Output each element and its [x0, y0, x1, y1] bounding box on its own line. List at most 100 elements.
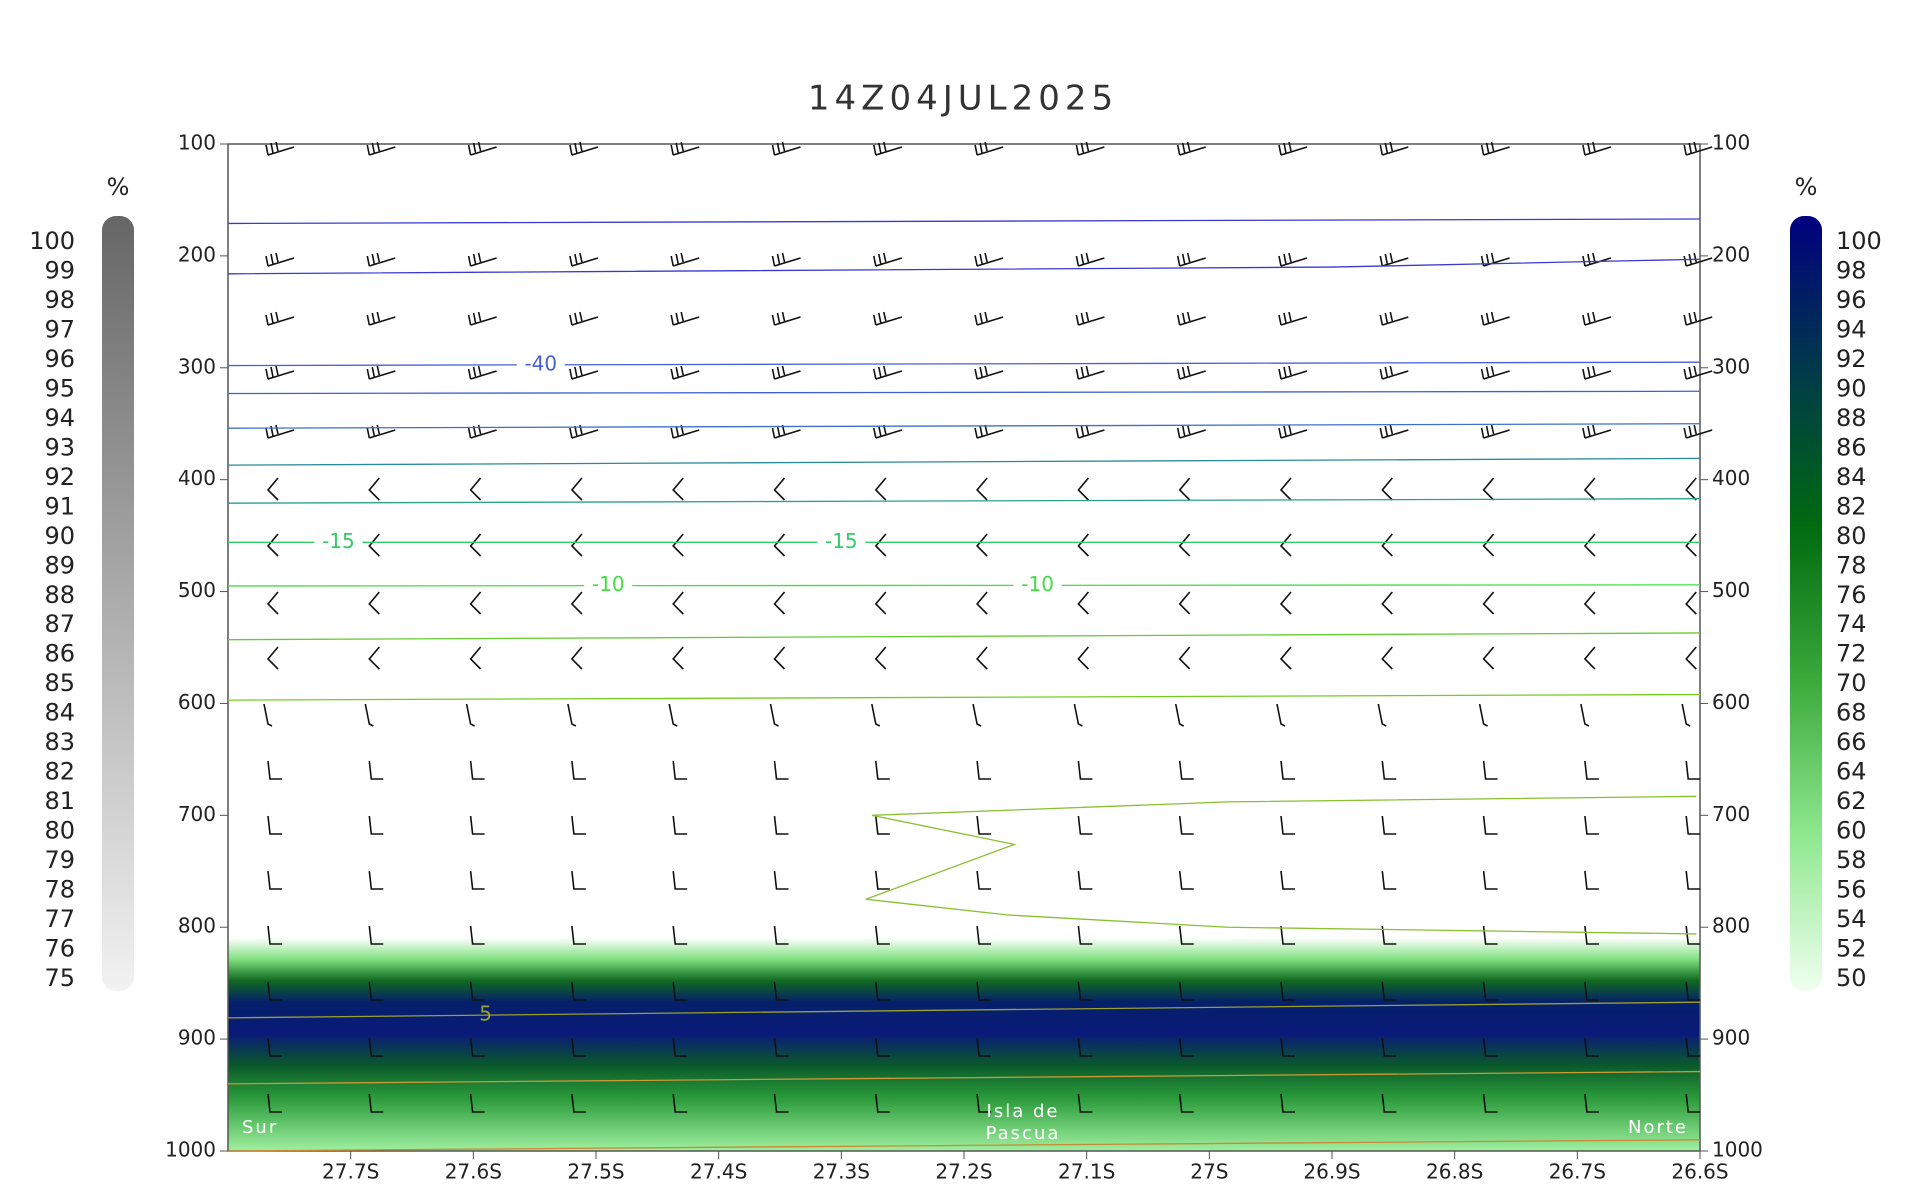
y-tick-label: 700	[178, 802, 216, 826]
wind-barb	[571, 815, 586, 835]
wind-barb	[267, 1093, 282, 1113]
wind-barb	[571, 1037, 586, 1057]
wind-barb	[266, 477, 279, 501]
wind-barb	[1583, 646, 1596, 670]
wind-barb	[469, 477, 482, 501]
wind-barb	[1279, 477, 1292, 501]
x-tick-label: 27S	[1190, 1160, 1228, 1184]
contour-label-bg	[1013, 575, 1062, 596]
wind-barb	[974, 424, 1004, 439]
wind-barb	[1584, 1093, 1599, 1113]
y-tick-label: 300	[178, 354, 216, 378]
wind-barb	[976, 1037, 992, 1057]
wind-barb	[366, 311, 396, 326]
wind-barb	[469, 760, 485, 780]
wind-barb	[1482, 925, 1498, 945]
wind-barb	[1075, 311, 1105, 326]
wind-barb	[1077, 1037, 1093, 1057]
contour-label: -15	[322, 529, 355, 553]
wind-barb	[1584, 1037, 1599, 1057]
wind-barb	[1683, 424, 1713, 439]
wind-barb	[267, 981, 282, 1001]
colorbar-label: 66	[1836, 728, 1867, 756]
wind-barb	[1077, 477, 1090, 501]
wind-barb	[569, 311, 599, 326]
y-tick-label: 400	[178, 466, 216, 490]
wind-barb	[1482, 477, 1495, 501]
wind-barb	[368, 870, 384, 890]
wind-barb	[266, 646, 279, 670]
wind-barb	[569, 365, 599, 380]
wind-barbs	[263, 141, 1713, 1113]
y2-tick-label: 100	[1712, 131, 1750, 155]
wind-barb	[1178, 533, 1191, 557]
wind-barb	[265, 424, 295, 439]
wind-barb	[1381, 591, 1393, 615]
wind-barb	[368, 1093, 384, 1113]
wind-barb	[1381, 981, 1397, 1001]
wind-barb	[1685, 925, 1701, 945]
colorbar-label: 100	[1836, 227, 1882, 255]
wind-barb	[771, 424, 801, 439]
wind-barb	[1681, 703, 1691, 727]
y2-tick-label: 700	[1712, 802, 1750, 826]
wind-barb	[873, 141, 903, 156]
wind-barb	[469, 646, 482, 670]
wind-barb	[1580, 703, 1590, 727]
wind-barb	[1077, 646, 1090, 670]
wind-barb	[670, 424, 700, 439]
wind-barb	[773, 1093, 789, 1113]
wind-barb	[976, 646, 988, 670]
wind-barb	[1482, 760, 1498, 780]
wind-barb	[1279, 533, 1292, 557]
colorbar-label: 96	[1836, 286, 1867, 314]
wind-barb	[976, 477, 988, 501]
wind-barb	[267, 870, 282, 890]
y-tick-label: 100	[178, 131, 216, 155]
contour-line	[227, 218, 1701, 225]
wind-barb	[1176, 141, 1206, 156]
wind-barb	[1077, 1093, 1093, 1113]
wind-barb	[1683, 365, 1713, 380]
colorbar-label: 85	[44, 669, 75, 697]
wind-barb	[368, 981, 384, 1001]
wind-barb	[1685, 646, 1697, 670]
contour-label-bg	[817, 532, 866, 553]
wind-barb	[773, 1037, 789, 1057]
wind-barb	[570, 646, 583, 670]
contour-line	[227, 632, 1701, 641]
wind-barb	[1377, 703, 1387, 727]
colorbar-label: 84	[44, 699, 75, 727]
wind-barb	[1685, 591, 1697, 615]
wind-barb	[1174, 703, 1185, 727]
colorbar-label: 72	[1836, 640, 1867, 668]
colorbar-label: 88	[44, 581, 75, 609]
annotation: Isla de	[987, 1101, 1060, 1122]
wind-barb	[773, 760, 789, 780]
wind-barb	[1077, 591, 1090, 615]
y2-tick-label: 1000	[1712, 1138, 1763, 1162]
contour-line	[227, 584, 1701, 587]
wind-barb	[672, 981, 688, 1001]
wind-barb	[974, 311, 1004, 326]
colorbar-label: 84	[1836, 463, 1867, 491]
wind-barb	[571, 760, 586, 780]
wind-barb	[368, 591, 380, 615]
y-tick-label: 600	[178, 690, 216, 714]
wind-barb	[571, 1093, 586, 1113]
x-tick-label: 27.1S	[1058, 1160, 1115, 1184]
wind-barb	[1480, 311, 1510, 326]
wind-barb	[1480, 252, 1510, 267]
wind-barb	[571, 870, 586, 890]
colorbar-label: 78	[1836, 551, 1867, 579]
wind-barb	[569, 252, 599, 267]
x-tick-label: 27.7S	[322, 1160, 379, 1184]
wind-barb	[467, 424, 497, 439]
contour-line	[227, 1139, 1701, 1152]
wind-barb	[672, 533, 684, 557]
wind-barb	[1278, 311, 1308, 326]
wind-barb	[571, 981, 586, 1001]
wind-barb	[1077, 925, 1093, 945]
colorbar-label: 94	[44, 404, 75, 432]
